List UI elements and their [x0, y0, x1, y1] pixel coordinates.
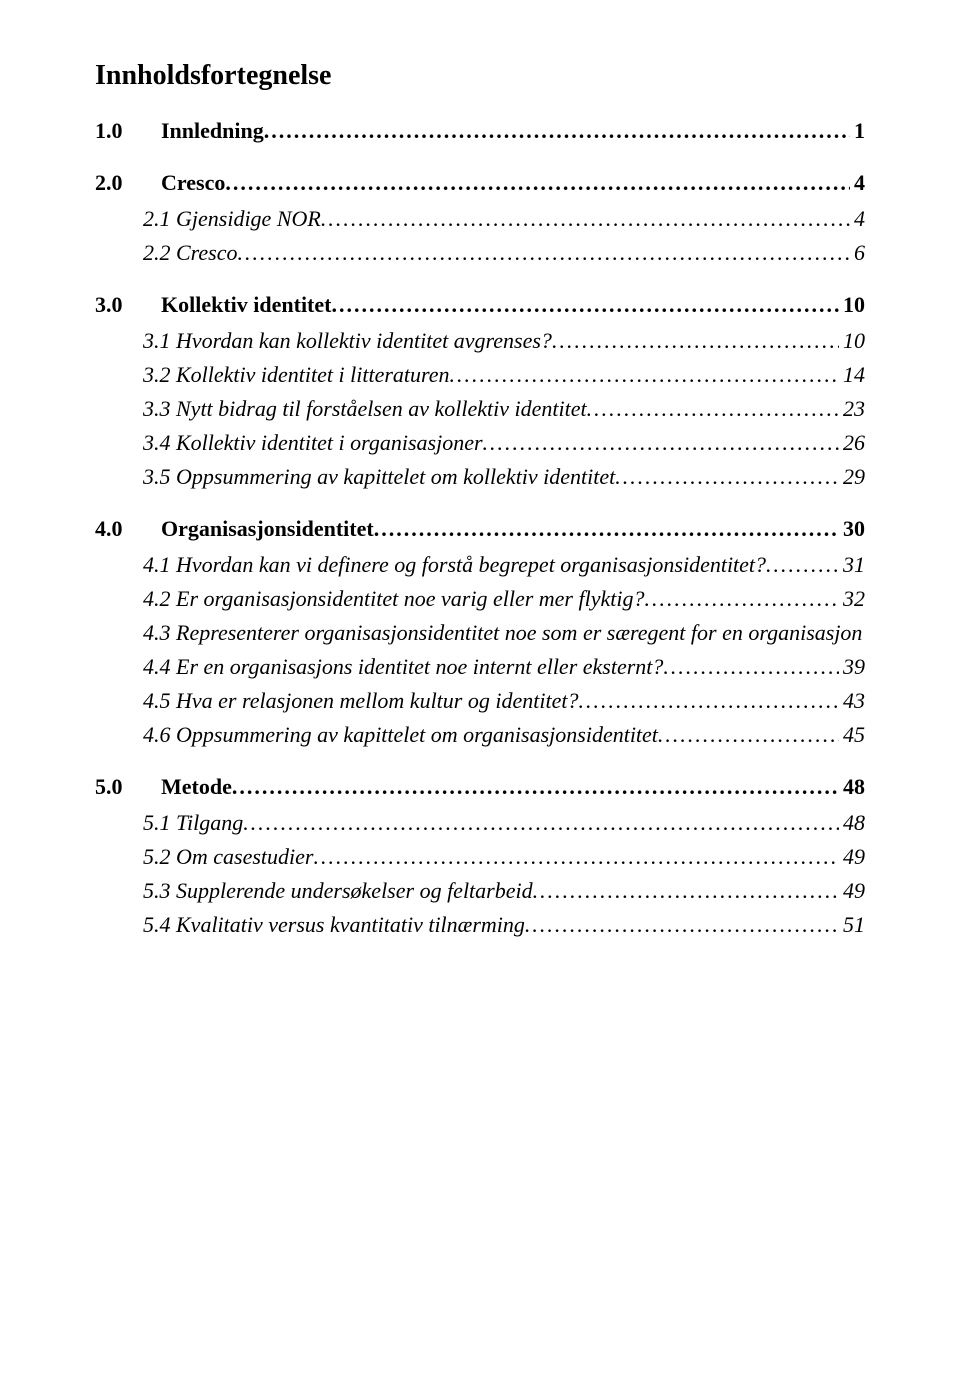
toc-entry-label: Innledning	[161, 118, 264, 144]
toc-entry-page: 4	[850, 206, 865, 232]
toc-entry: 3.3 Nytt bidrag til forståelsen av kolle…	[143, 396, 865, 422]
toc-entry-label: 5.4 Kvalitativ versus kvantitativ tilnær…	[143, 912, 525, 938]
toc-entry: 4.0 Organisasjonsidentitet 30	[95, 516, 865, 542]
toc-entry: 5.4 Kvalitativ versus kvantitativ tilnær…	[143, 912, 865, 938]
toc-entry-page: 10	[839, 328, 865, 354]
toc-entry: 4.3 Representerer organisasjonsidentitet…	[143, 620, 865, 646]
toc-leader-dots	[232, 774, 839, 800]
toc-entry: 1.0 Innledning 1	[95, 118, 865, 144]
toc-entry-page: 4	[850, 170, 865, 196]
toc-entry-label: Metode	[161, 774, 232, 800]
toc-entry-number: 1.0	[95, 118, 147, 144]
toc-entry-page: 1	[850, 118, 865, 144]
toc-entry-page: 14	[839, 362, 865, 388]
toc-entry-label: 4.3 Representerer organisasjonsidentitet…	[143, 620, 865, 646]
toc-leader-dots	[450, 362, 839, 388]
toc-title: Innholdsfortegnelse	[95, 60, 865, 92]
toc-leader-dots	[321, 206, 850, 232]
toc-entry-label: 4.2 Er organisasjonsidentitet noe varig …	[143, 586, 644, 612]
toc-entry-label: 3.5 Oppsummering av kapittelet om kollek…	[143, 464, 615, 490]
toc-entry-label: Cresco	[161, 170, 225, 196]
toc-entry-label: 2.2 Cresco	[143, 240, 238, 266]
toc-entry: 5.2 Om casestudier 49	[143, 844, 865, 870]
toc-leader-dots	[533, 878, 839, 904]
toc-entry-label: 4.1 Hvordan kan vi definere og forstå be…	[143, 552, 766, 578]
toc-leader-dots	[552, 328, 839, 354]
toc-list: 1.0Innledning12.0Cresco42.1 Gjensidige N…	[95, 118, 865, 938]
toc-entry: 4.1 Hvordan kan vi definere og forstå be…	[143, 552, 865, 578]
toc-entry-page: 48	[839, 774, 865, 800]
toc-leader-dots	[225, 170, 850, 196]
toc-entry: 3.1 Hvordan kan kollektiv identitet avgr…	[143, 328, 865, 354]
toc-leader-dots	[331, 292, 839, 318]
toc-entry: 4.6 Oppsummering av kapittelet om organi…	[143, 722, 865, 748]
toc-entry-number: 2.0	[95, 170, 147, 196]
toc-entry: 3.5 Oppsummering av kapittelet om kollek…	[143, 464, 865, 490]
toc-entry-page: 49	[839, 878, 865, 904]
toc-entry: 5.1 Tilgang 48	[143, 810, 865, 836]
toc-entry-page: 10	[839, 292, 865, 318]
toc-entry: 4.5 Hva er relasjonen mellom kultur og i…	[143, 688, 865, 714]
toc-entry-page: 26	[839, 430, 865, 456]
toc-entry: 3.2 Kollektiv identitet i litteraturen 14	[143, 362, 865, 388]
toc-entry-number: 4.0	[95, 516, 147, 542]
toc-entry: 5.3 Supplerende undersøkelser og feltarb…	[143, 878, 865, 904]
toc-entry: 3.0 Kollektiv identitet 10	[95, 292, 865, 318]
toc-entry-number: 3.0	[95, 292, 147, 318]
toc-entry-page: 45	[839, 722, 865, 748]
toc-entry-page: 51	[839, 912, 865, 938]
toc-entry-page: 39	[839, 654, 865, 680]
toc-leader-dots	[264, 118, 850, 144]
toc-entry-label: 4.5 Hva er relasjonen mellom kultur og i…	[143, 688, 578, 714]
toc-entry-number: 5.0	[95, 774, 147, 800]
toc-entry: 5.0 Metode 48	[95, 774, 865, 800]
toc-entry-page: 49	[839, 844, 865, 870]
toc-entry-label: 4.4 Er en organisasjons identitet noe in…	[143, 654, 663, 680]
toc-entry-page: 43	[839, 688, 865, 714]
toc-entry-label: 3.3 Nytt bidrag til forståelsen av kolle…	[143, 396, 587, 422]
toc-entry: 4.2 Er organisasjonsidentitet noe varig …	[143, 586, 865, 612]
toc-entry: 4.4 Er en organisasjons identitet noe in…	[143, 654, 865, 680]
toc-entry-label: 3.4 Kollektiv identitet i organisasjoner	[143, 430, 483, 456]
toc-leader-dots	[313, 844, 839, 870]
toc-entry-label: 4.6 Oppsummering av kapittelet om organi…	[143, 722, 658, 748]
toc-entry-label: Kollektiv identitet	[161, 292, 331, 318]
toc-entry: 2.0 Cresco 4	[95, 170, 865, 196]
toc-leader-dots	[587, 396, 839, 422]
toc-entry: 3.4 Kollektiv identitet i organisasjoner…	[143, 430, 865, 456]
toc-entry: 2.1 Gjensidige NOR 4	[143, 206, 865, 232]
toc-entry-label: 3.2 Kollektiv identitet i litteraturen	[143, 362, 450, 388]
toc-entry-page: 30	[839, 516, 865, 542]
toc-entry-page: 31	[839, 552, 865, 578]
toc-entry-page: 48	[839, 810, 865, 836]
toc-entry-page: 6	[850, 240, 865, 266]
toc-leader-dots	[374, 516, 839, 542]
toc-leader-dots	[658, 722, 839, 748]
toc-leader-dots	[483, 430, 839, 456]
toc-leader-dots	[615, 464, 839, 490]
toc-leader-dots	[578, 688, 839, 714]
toc-entry-page: 23	[839, 396, 865, 422]
toc-entry-label: 5.2 Om casestudier	[143, 844, 313, 870]
toc-entry: 2.2 Cresco 6	[143, 240, 865, 266]
toc-entry-label: Organisasjonsidentitet	[161, 516, 374, 542]
toc-leader-dots	[238, 240, 850, 266]
toc-entry-label: 3.1 Hvordan kan kollektiv identitet avgr…	[143, 328, 552, 354]
toc-leader-dots	[766, 552, 839, 578]
toc-entry-label: 2.1 Gjensidige NOR	[143, 206, 321, 232]
toc-leader-dots	[663, 654, 839, 680]
toc-leader-dots	[243, 810, 839, 836]
toc-leader-dots	[644, 586, 839, 612]
toc-entry-label: 5.3 Supplerende undersøkelser og feltarb…	[143, 878, 533, 904]
toc-entry-label: 5.1 Tilgang	[143, 810, 243, 836]
toc-entry-page: 29	[839, 464, 865, 490]
toc-entry-page: 32	[839, 586, 865, 612]
toc-leader-dots	[525, 912, 839, 938]
